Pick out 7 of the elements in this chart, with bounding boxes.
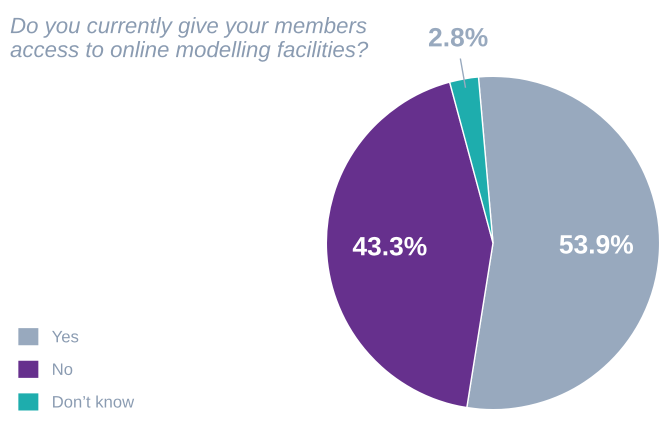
chart-title: Do you currently give your members access to online modelling facilities? <box>10 17 368 62</box>
data-label: 2.8% <box>428 28 488 47</box>
data-label: 53.9% <box>560 235 633 254</box>
data-label: 43.3% <box>352 236 427 256</box>
legend-label: No <box>53 363 72 376</box>
legend-label: Yes <box>52 330 78 342</box>
legend-label: Don’t know <box>53 395 134 408</box>
